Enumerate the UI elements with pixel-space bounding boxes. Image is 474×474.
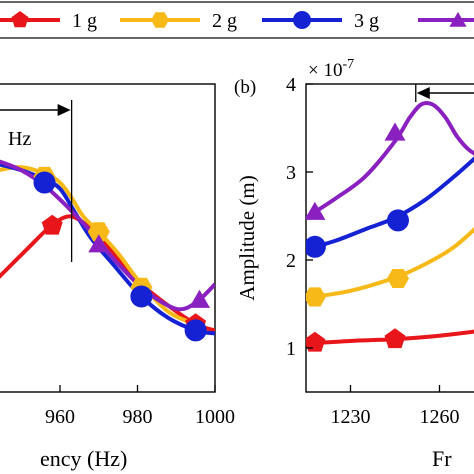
plot-area	[306, 101, 474, 352]
arrow-head	[57, 104, 71, 116]
data-point	[306, 331, 326, 352]
panel-b: 1230 1260 1 2 3 4 (b) × 10-7 Amplitude (m) Fr	[234, 57, 474, 471]
panel-b-xlabel: Fr	[432, 446, 452, 471]
panel-b-ylabel: Amplitude (m)	[235, 175, 259, 300]
data-point	[306, 287, 326, 307]
data-point	[87, 222, 110, 242]
x-tick-label: 1260	[420, 406, 460, 428]
data-point	[306, 235, 326, 258]
legend-marker	[293, 11, 311, 29]
x-tick-label: 980	[123, 406, 153, 428]
data-point	[130, 285, 153, 308]
data-point	[306, 201, 326, 220]
series-line	[306, 101, 474, 220]
legend-label: 3 g	[354, 10, 379, 32]
legend-entry: 1 g	[0, 10, 97, 32]
y-tick-label: 1	[286, 338, 296, 360]
x-tick-label: 1230	[331, 406, 371, 428]
data-point	[33, 171, 56, 194]
data-point	[387, 269, 409, 288]
arrow-head	[416, 87, 430, 99]
legend-marker	[449, 11, 467, 27]
x-tick-label: 1000	[195, 406, 235, 428]
legend: 1 g 2 g 3 g	[0, 10, 474, 32]
legend-label: 1 g	[72, 10, 97, 32]
data-point	[384, 328, 406, 349]
y-tick-label: 2	[286, 250, 296, 272]
panel-b-frame	[305, 83, 474, 393]
annotation-text: Hz	[8, 128, 31, 150]
data-point	[386, 209, 409, 232]
panel-a-xlabel: ency (Hz)	[40, 446, 127, 471]
series-line	[306, 227, 474, 300]
panel-a: 960 980 1000 Hz ency (Hz)	[0, 83, 235, 471]
legend-marker	[11, 11, 29, 28]
exponent-power: -7	[342, 57, 354, 72]
data-point	[384, 122, 406, 141]
legend-label: 2 g	[212, 10, 237, 32]
data-point	[88, 234, 110, 253]
legend-box	[0, 1, 474, 39]
plot-area	[0, 159, 215, 342]
y-tick-label: 4	[286, 74, 296, 96]
data-point	[184, 319, 207, 342]
exponent-base: × 10	[308, 60, 342, 81]
panel-b-label: (b)	[234, 77, 256, 98]
data-point	[189, 289, 210, 308]
legend-marker	[151, 12, 169, 28]
y-tick-label: 3	[286, 162, 296, 184]
x-tick-label: 960	[45, 406, 75, 428]
legend-entry: 2 g	[120, 10, 237, 32]
exponent-label: × 10-7	[308, 57, 354, 81]
data-point	[41, 214, 63, 235]
legend-entry	[418, 11, 474, 27]
panel-a-frame	[0, 83, 216, 393]
legend-entry: 3 g	[262, 10, 379, 32]
